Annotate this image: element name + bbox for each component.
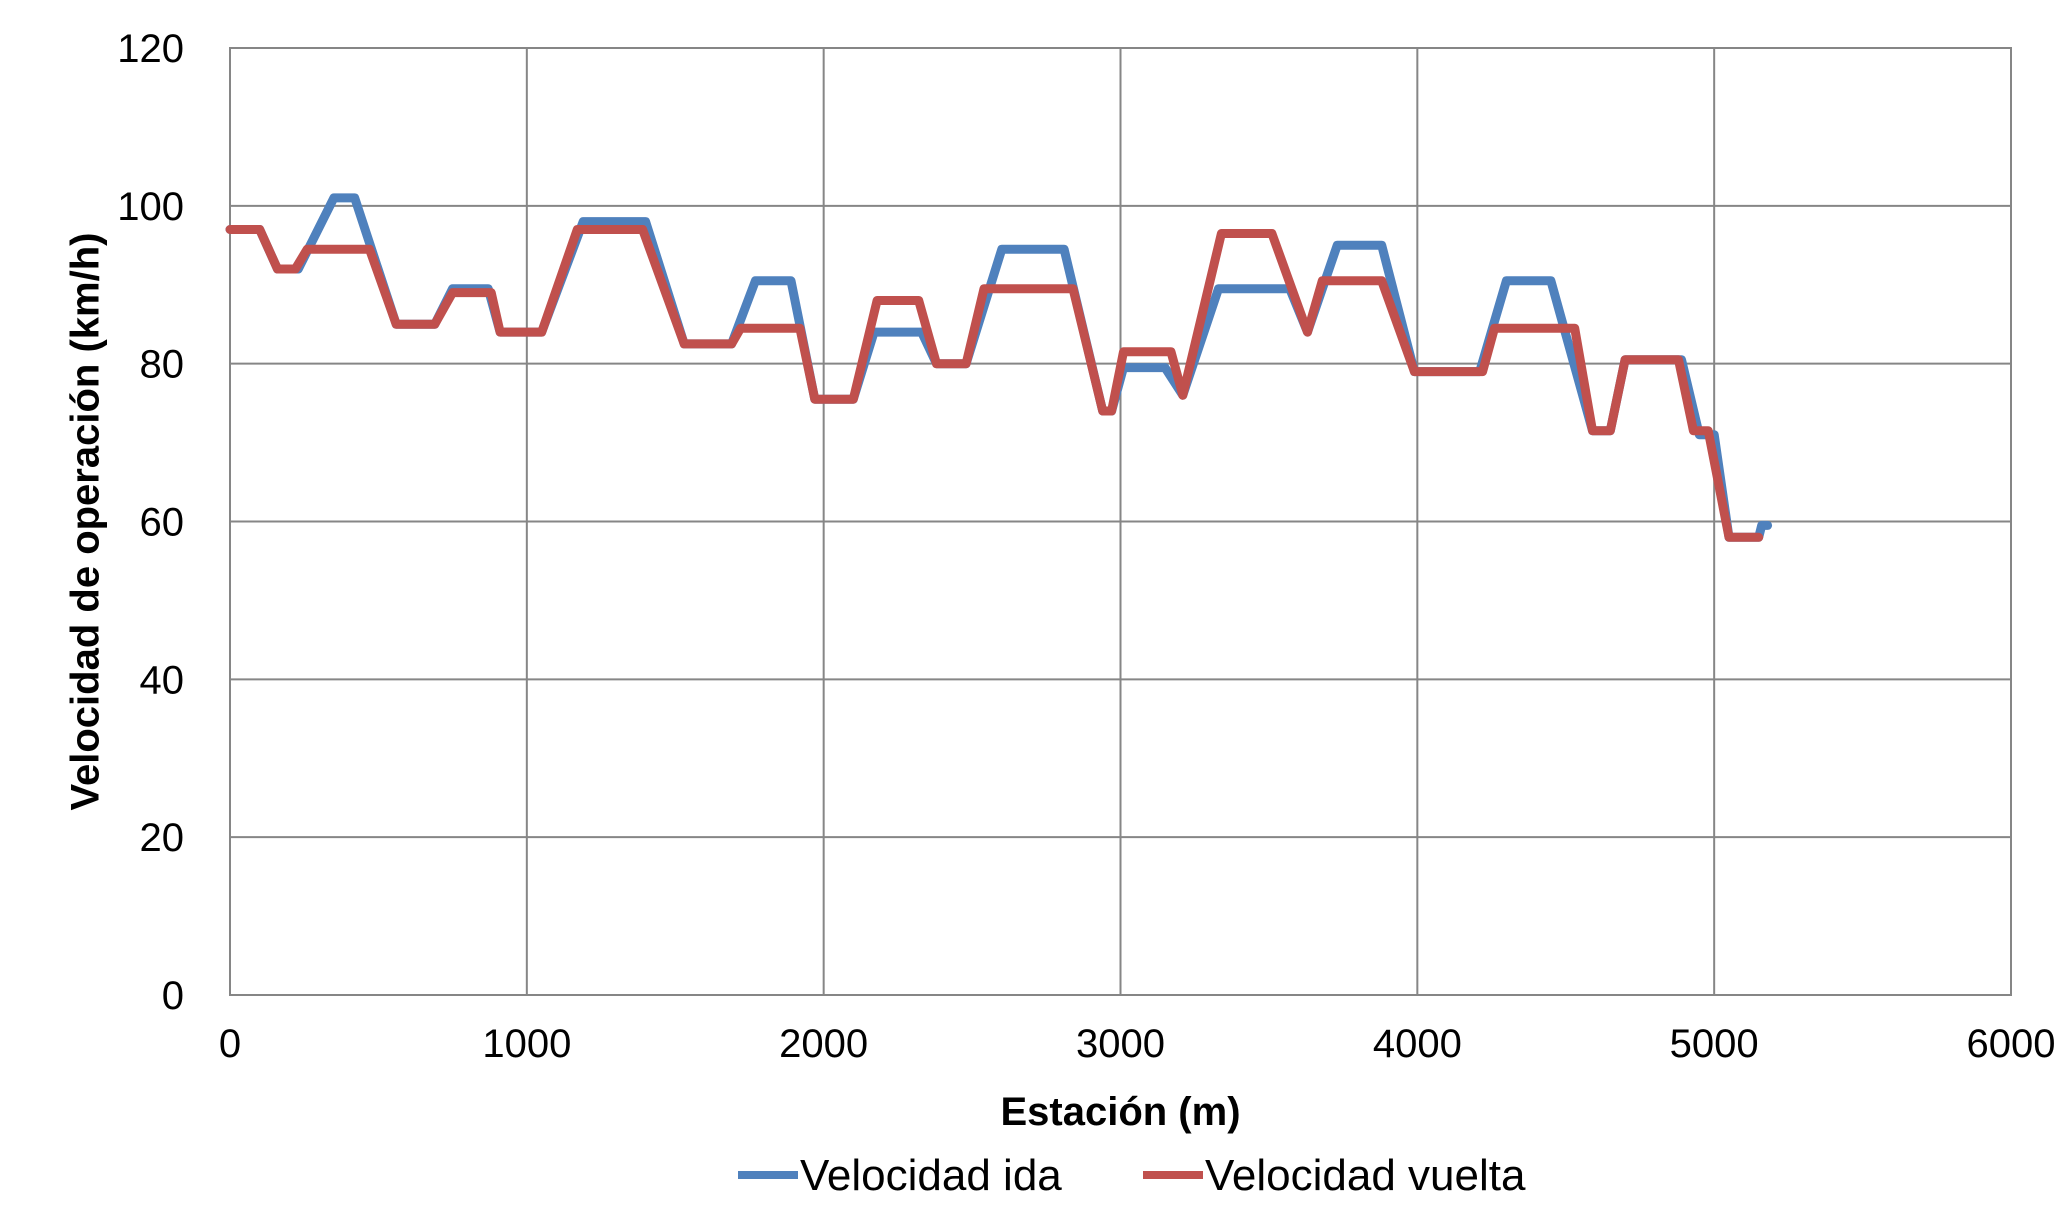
y-tick-label: 0 xyxy=(162,974,184,1018)
grid-lines xyxy=(230,48,2011,995)
y-axis-title: Velocidad de operación (km/h) xyxy=(64,233,108,811)
y-axis-ticks: 0 20 40 60 80 100 120 xyxy=(117,27,184,1018)
x-tick-label: 4000 xyxy=(1373,1022,1462,1066)
y-tick-label: 100 xyxy=(117,185,184,229)
series-lines xyxy=(225,193,1773,542)
x-tick-label: 3000 xyxy=(1076,1022,1165,1066)
legend-label-vuelta: Velocidad vuelta xyxy=(1205,1151,1526,1200)
y-tick-label: 40 xyxy=(140,658,185,702)
y-tick-label: 20 xyxy=(140,816,185,860)
x-axis-ticks: 0 1000 2000 3000 4000 5000 6000 xyxy=(219,1022,2056,1066)
x-tick-label: 0 xyxy=(219,1022,241,1066)
y-tick-label: 120 xyxy=(117,27,184,71)
legend: Velocidad ida Velocidad vuelta xyxy=(738,1151,1526,1200)
legend-item-ida: Velocidad ida xyxy=(738,1151,1062,1200)
y-tick-label: 60 xyxy=(140,501,185,545)
legend-label-ida: Velocidad ida xyxy=(800,1151,1062,1200)
x-tick-label: 2000 xyxy=(779,1022,868,1066)
y-tick-label: 80 xyxy=(140,343,185,387)
legend-item-vuelta: Velocidad vuelta xyxy=(1143,1151,1526,1200)
series-line-vuelta xyxy=(225,225,1764,542)
series-line-ida xyxy=(225,193,1773,542)
x-axis-title: Estación (m) xyxy=(1000,1090,1240,1134)
x-tick-label: 5000 xyxy=(1670,1022,1759,1066)
x-tick-label: 1000 xyxy=(482,1022,571,1066)
x-tick-label: 6000 xyxy=(1967,1022,2056,1066)
plot-area-border xyxy=(229,47,2012,996)
